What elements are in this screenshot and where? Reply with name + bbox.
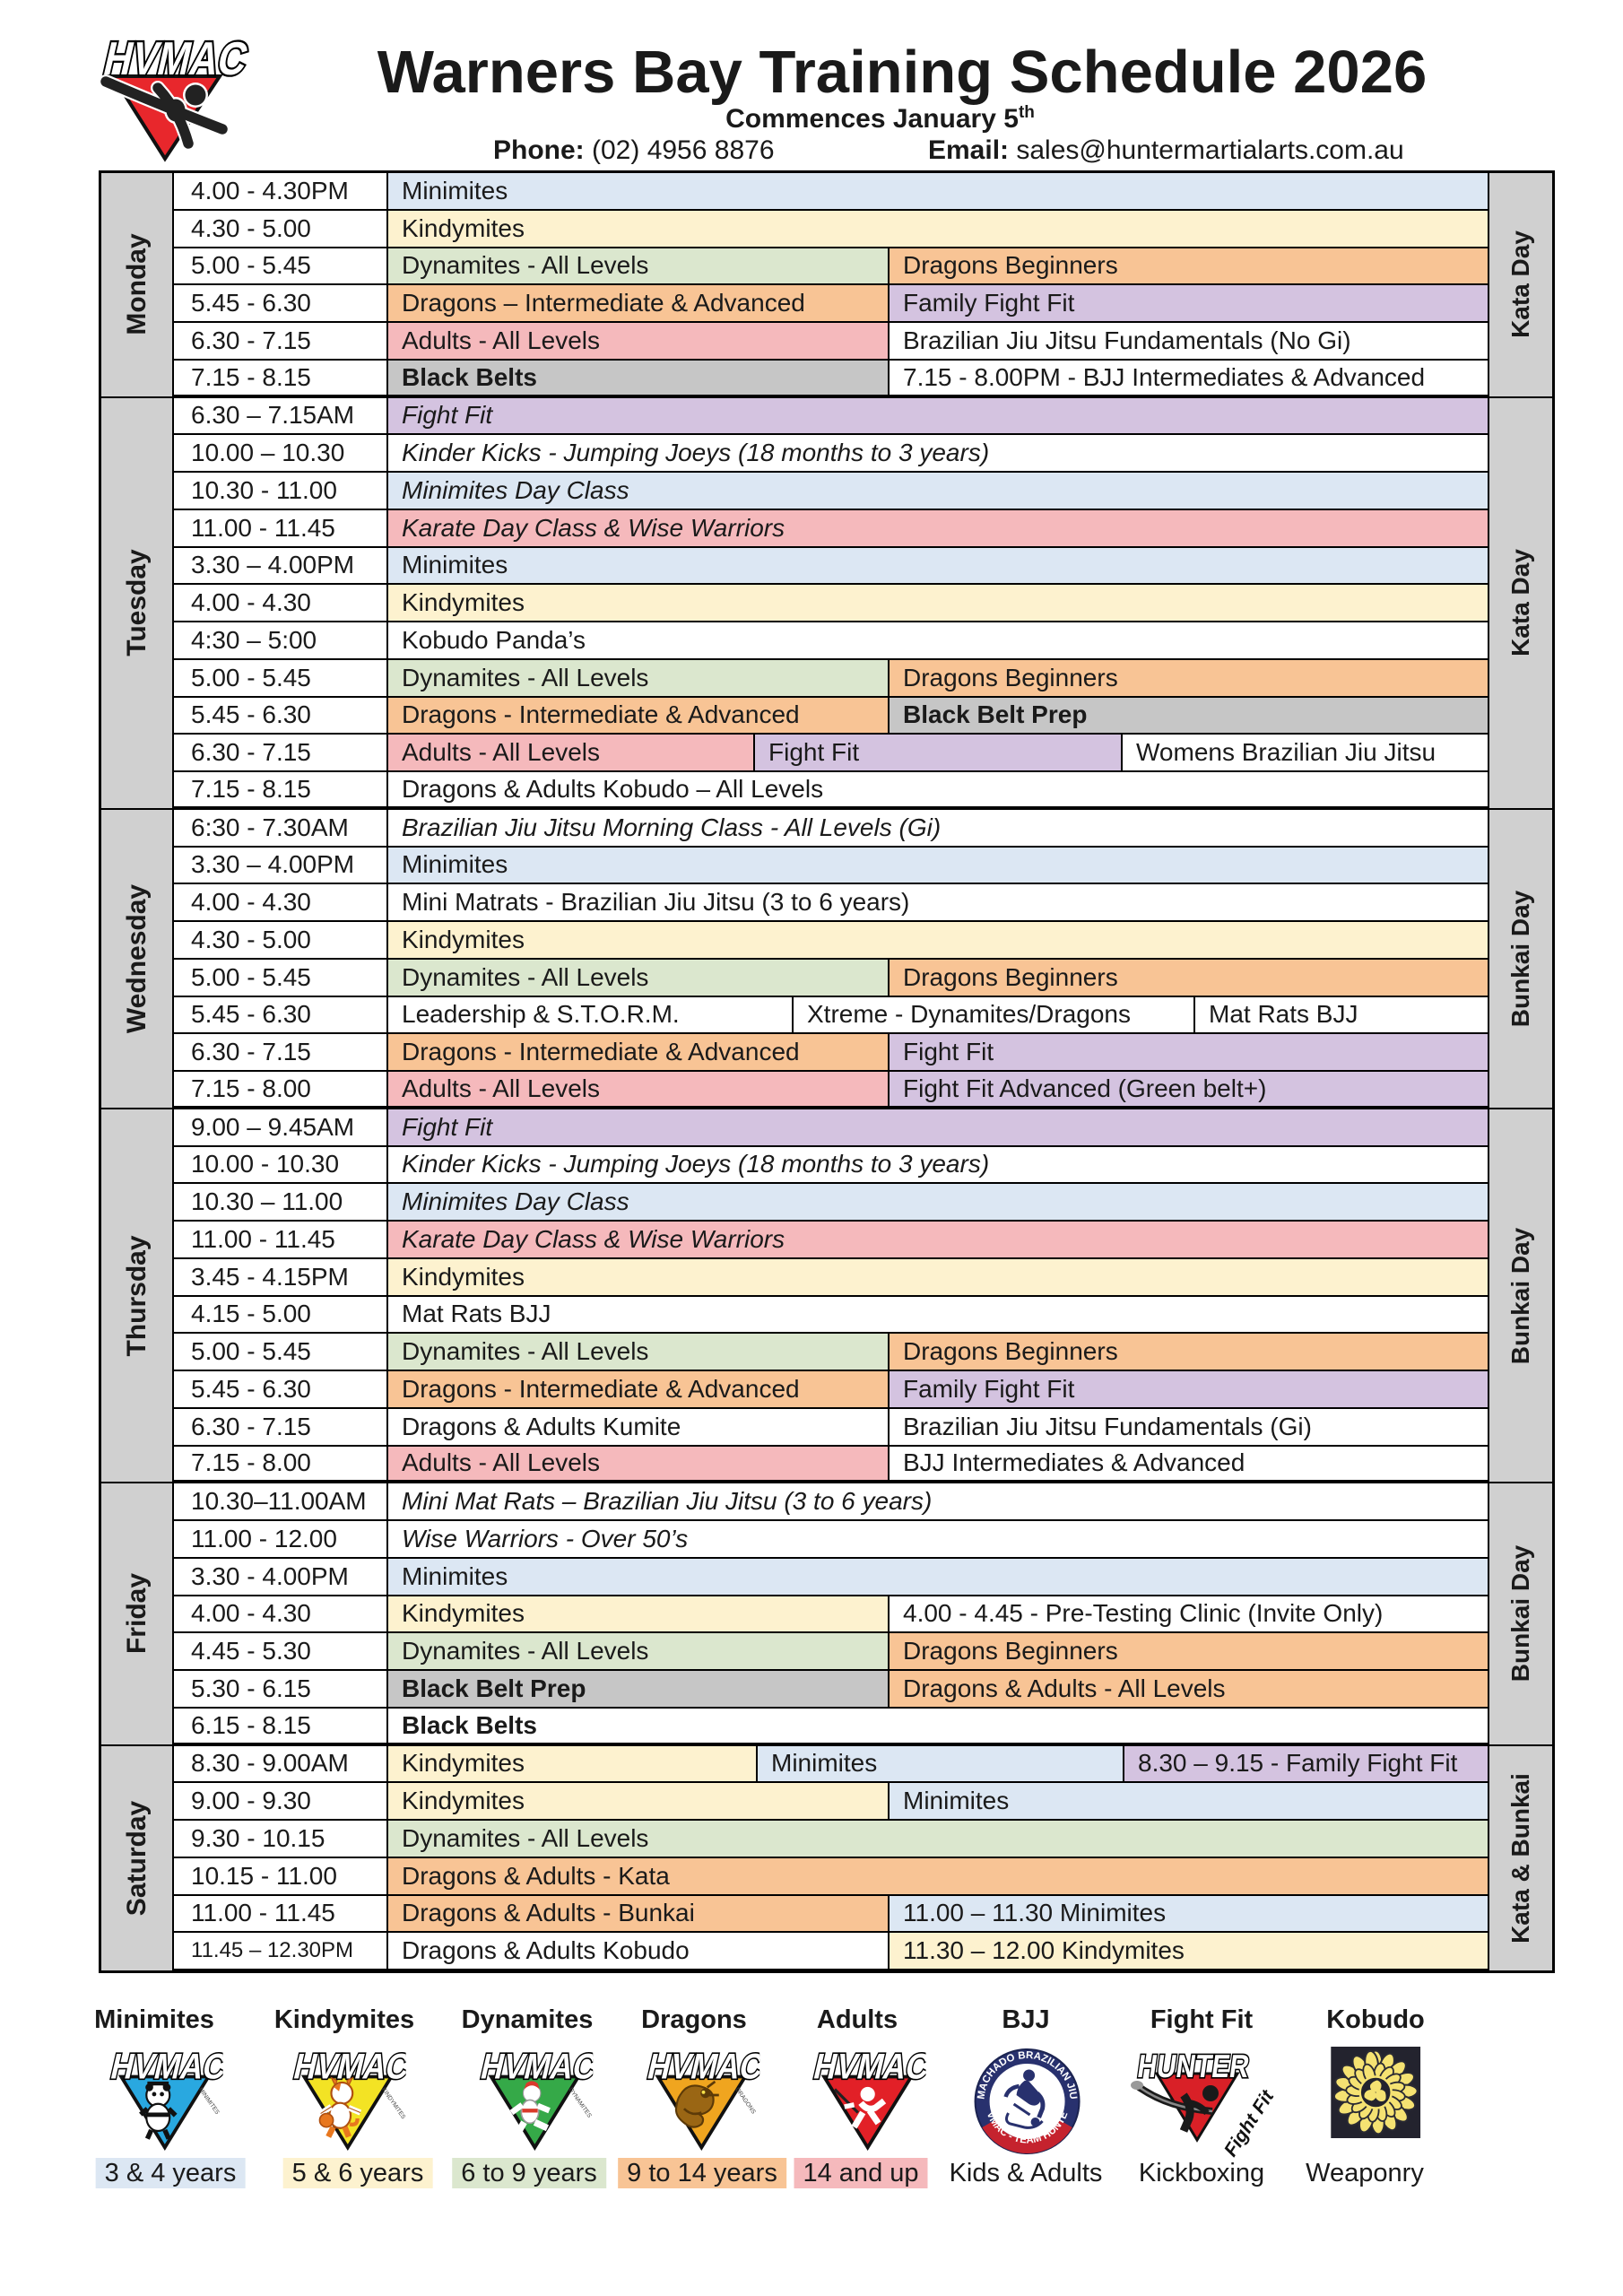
svg-text:MINIMITES: MINIMITES (197, 2087, 221, 2117)
svg-text:DYNAMITES: DYNAMITES (567, 2087, 592, 2119)
svg-text:KINDYMITES: KINDYMITES (380, 2087, 406, 2121)
svg-text:HUNTER: HUNTER (1135, 2048, 1252, 2084)
svg-text:DRAGONS: DRAGONS (733, 2087, 756, 2116)
svg-text:HVMAC: HVMAC (810, 2047, 925, 2087)
svg-text:HVMAC: HVMAC (108, 2047, 223, 2087)
svg-text:Fight Fit: Fight Fit (1220, 2086, 1279, 2161)
svg-text:HVMAC: HVMAC (644, 2047, 759, 2087)
svg-text:HVMAC: HVMAC (99, 33, 249, 85)
svg-text:HVMAC: HVMAC (477, 2047, 593, 2087)
